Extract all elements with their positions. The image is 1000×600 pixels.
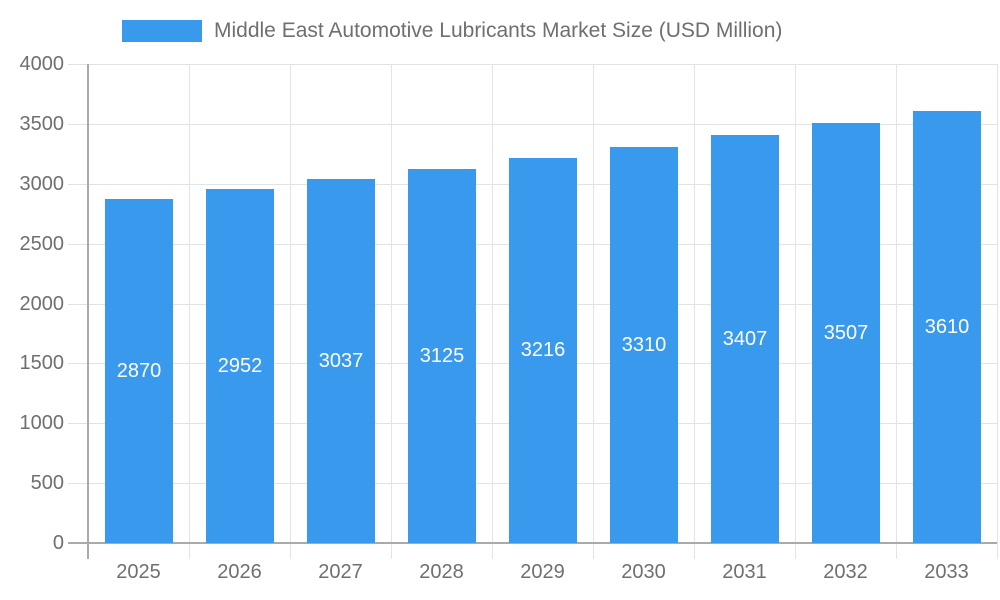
x-axis-tick-label: 2032 — [823, 561, 868, 583]
bar-2032[interactable] — [812, 123, 880, 543]
x-axis-tick-label: 2030 — [621, 561, 666, 583]
bar-2029[interactable] — [509, 158, 577, 543]
bar-2033[interactable] — [913, 111, 981, 543]
bar-value-label: 3507 — [823, 322, 869, 344]
legend-item[interactable]: Middle East Automotive Lubricants Market… — [122, 17, 782, 45]
x-axis-tick-label: 2028 — [419, 561, 464, 583]
y-axis-line — [87, 64, 89, 559]
gridline-y-4000 — [68, 64, 997, 65]
bar-2025[interactable] — [105, 199, 173, 543]
x-axis-line — [68, 542, 997, 544]
bar-2031[interactable] — [711, 135, 779, 543]
x-axis-tick-label: 2025 — [116, 561, 161, 583]
gridline-x-9 — [997, 64, 998, 559]
y-axis-tick-label: 500 — [30, 472, 64, 494]
bar-value-label: 3125 — [419, 345, 465, 367]
legend-label: Middle East Automotive Lubricants Market… — [214, 19, 783, 42]
x-axis-tick-label: 2029 — [520, 561, 565, 583]
gridline-x-3 — [391, 64, 392, 559]
gridline-y-3500 — [68, 124, 997, 125]
gridline-x-2 — [290, 64, 291, 559]
bar-value-label: 3407 — [722, 328, 768, 350]
bar-value-label: 2870 — [116, 360, 162, 382]
x-axis-tick-label: 2031 — [722, 561, 767, 583]
bar-value-label: 3310 — [621, 334, 667, 356]
gridline-x-7 — [795, 64, 796, 559]
legend-swatch — [122, 20, 202, 42]
x-axis-tick-label: 2026 — [217, 561, 262, 583]
y-axis-tick-label: 3500 — [19, 113, 65, 135]
bar-2027[interactable] — [307, 179, 375, 543]
gridline-x-5 — [593, 64, 594, 559]
y-axis-tick-label: 0 — [52, 532, 64, 554]
gridline-x-6 — [694, 64, 695, 559]
x-axis-tick-label: 2027 — [318, 561, 363, 583]
y-axis-tick-label: 1500 — [19, 352, 65, 374]
bar-value-label: 2952 — [217, 355, 263, 377]
y-axis-tick-label: 2500 — [19, 233, 65, 255]
gridline-x-1 — [189, 64, 190, 559]
bar-2026[interactable] — [206, 189, 274, 543]
y-axis-tick-label: 1000 — [19, 412, 65, 434]
bar-2030[interactable] — [610, 147, 678, 543]
x-axis-tick-label: 2033 — [924, 561, 969, 583]
y-axis-tick-label: 2000 — [19, 293, 65, 315]
bar-value-label: 3037 — [318, 350, 364, 372]
bar-value-label: 3610 — [924, 316, 970, 338]
y-axis-tick-label: 3000 — [19, 173, 65, 195]
bar-2028[interactable] — [408, 169, 476, 543]
gridline-x-8 — [896, 64, 897, 559]
gridline-x-4 — [492, 64, 493, 559]
bar-value-label: 3216 — [520, 339, 566, 361]
y-axis-tick-label: 4000 — [19, 53, 65, 75]
